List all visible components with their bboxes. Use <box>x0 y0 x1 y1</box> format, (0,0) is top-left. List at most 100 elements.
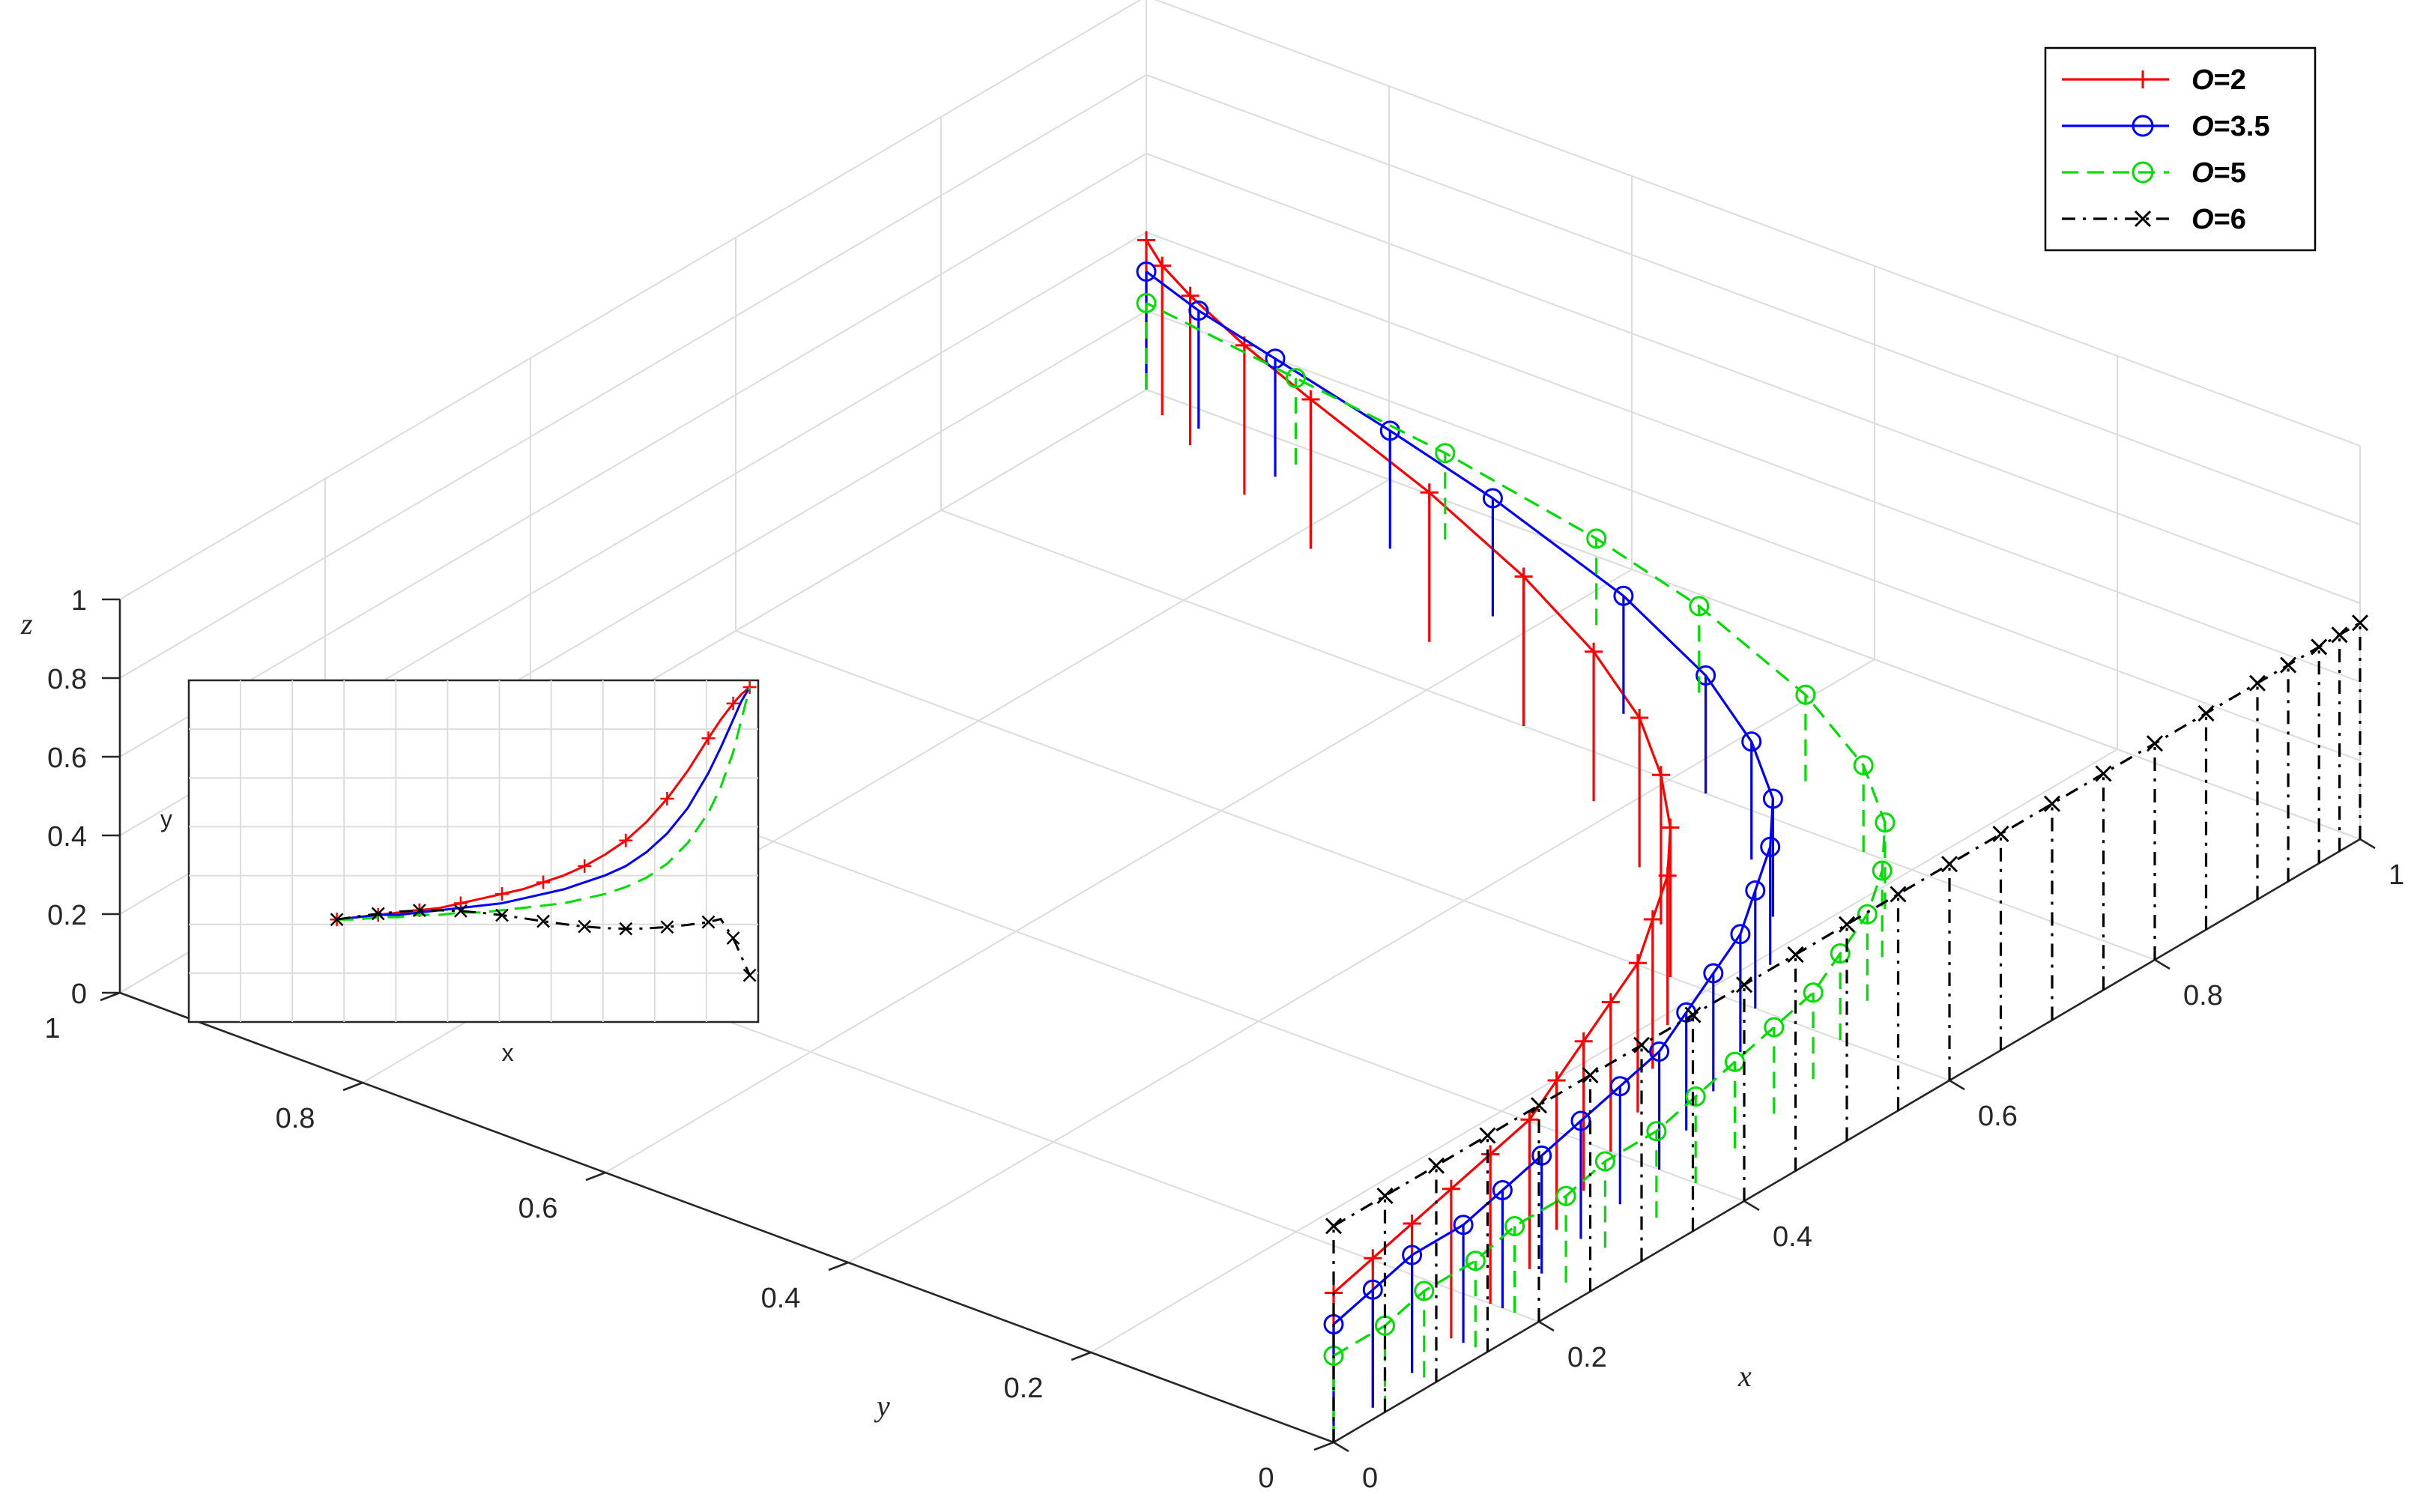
x-tick-label: 0 <box>1362 1463 1378 1494</box>
legend-label-prefix: O <box>2191 157 2214 189</box>
z-tick-label: 0.4 <box>47 821 87 853</box>
y-tick-label: 1 <box>44 1013 60 1044</box>
data-point <box>1853 755 1874 775</box>
data-point <box>1613 585 1634 606</box>
inset-ylabel: y <box>160 805 172 832</box>
series-line <box>1145 239 1672 1294</box>
data-point <box>2248 674 2266 692</box>
data-point <box>1482 488 1503 509</box>
y-tick <box>1313 1441 1334 1451</box>
data-point <box>1646 1121 1667 1142</box>
inset-data-point <box>578 919 592 934</box>
y-tick <box>342 1081 363 1092</box>
inset-data-point <box>536 914 550 928</box>
data-point <box>1872 860 1893 881</box>
legend-label-value: =6 <box>2214 204 2246 235</box>
data-point <box>2311 638 2328 656</box>
legend-label: O=2 <box>2191 64 2246 96</box>
inset-data-point <box>742 968 757 982</box>
legend-label-value: =2 <box>2214 64 2246 96</box>
data-point <box>1465 1251 1486 1271</box>
series-group <box>1325 614 2369 1442</box>
data-point <box>1453 1215 1474 1236</box>
data-point <box>1803 982 1824 1003</box>
series-group <box>1136 261 1783 1442</box>
x-tick-label: 0.6 <box>1978 1101 2018 1132</box>
series-line <box>1333 621 2361 1227</box>
data-point <box>1435 443 1456 464</box>
data-point <box>1402 1245 1423 1265</box>
inset-xlabel: x <box>502 1039 514 1066</box>
legend-marker <box>2132 161 2154 184</box>
wall-grid-line <box>119 0 1142 600</box>
data-point <box>1730 924 1751 945</box>
y-tick-label: 0.4 <box>761 1283 801 1314</box>
inset-data-point <box>495 908 509 922</box>
inset-series-line <box>336 909 751 976</box>
data-point <box>1838 916 1856 933</box>
data-point <box>1479 1127 1496 1144</box>
x-tick <box>2359 838 2376 850</box>
x-tick <box>2154 958 2171 970</box>
data-stems-layer <box>1136 231 2369 1442</box>
data-point <box>1136 261 1157 282</box>
data-point <box>1875 812 1896 833</box>
x-tick-label: 0.8 <box>2183 980 2223 1011</box>
y-tick <box>585 1171 606 1182</box>
data-point <box>1555 1185 1576 1206</box>
data-point <box>2280 656 2297 674</box>
inset-series-line <box>336 686 751 921</box>
data-point <box>1376 1187 1394 1205</box>
floor-grid-line <box>940 509 2156 961</box>
data-point <box>1136 293 1157 313</box>
z-tick-label: 0.6 <box>47 743 87 774</box>
wall-grid-line <box>1154 0 2361 447</box>
y-tick <box>100 991 121 1002</box>
floor-grid-line <box>1090 749 2118 1353</box>
data-point <box>1188 300 1209 321</box>
legend-label: O=6 <box>2191 204 2246 235</box>
grid-layer <box>119 0 2361 1443</box>
x-tick-label: 0.2 <box>1567 1342 1607 1373</box>
data-point <box>2043 795 2061 812</box>
series-line <box>1146 302 1887 1357</box>
legend-label-value: =5 <box>2214 157 2246 189</box>
data-point <box>1609 1076 1630 1097</box>
x-tick-label: 0.4 <box>1773 1221 1812 1253</box>
data-point <box>1427 1157 1445 1174</box>
data-point <box>1890 886 1907 903</box>
z-tick-label: 0.2 <box>47 900 87 931</box>
data-point <box>1594 1151 1615 1172</box>
x-tick <box>1538 1320 1555 1332</box>
data-point <box>1689 596 1710 617</box>
data-point <box>1684 1006 1701 1023</box>
data-point <box>1830 943 1851 964</box>
y-axis-line <box>119 991 1334 1444</box>
data-point <box>1504 1216 1525 1236</box>
data-point <box>1940 856 1958 873</box>
legend-label: O=5 <box>2191 157 2246 189</box>
data-point <box>2331 626 2348 644</box>
inset-data-point <box>371 907 385 921</box>
legend-items: O=2O=3.5O=5O=6 <box>2062 64 2270 235</box>
data-point <box>1582 1066 1599 1084</box>
y-tick-label: 0.2 <box>1004 1373 1044 1404</box>
data-point <box>1649 1041 1670 1062</box>
data-point <box>1787 946 1804 964</box>
x-tick <box>1333 1441 1349 1453</box>
data-point <box>1741 731 1762 752</box>
wall-grid-line <box>119 153 1147 757</box>
z-tick-label: 0 <box>71 979 87 1010</box>
data-point <box>1695 665 1716 686</box>
wall-grid-line <box>1146 74 2361 525</box>
floor-grid-line <box>1146 389 2361 840</box>
y-axis-label: y <box>874 1389 890 1423</box>
wall-grid-line <box>119 74 1147 679</box>
z-axis-label: z <box>20 607 33 641</box>
floor-grid-line <box>735 630 1950 1081</box>
data-point <box>2197 704 2215 722</box>
inset-series-line <box>336 686 751 921</box>
y-tick-label: 0 <box>1258 1463 1274 1494</box>
floor-grid-line <box>605 569 1633 1173</box>
